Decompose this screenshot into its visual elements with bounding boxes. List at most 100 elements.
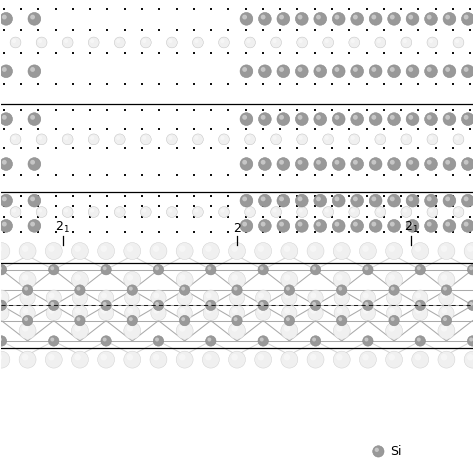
Circle shape — [349, 207, 360, 218]
Circle shape — [369, 12, 382, 25]
Circle shape — [427, 134, 438, 145]
Circle shape — [282, 290, 297, 305]
Circle shape — [30, 196, 35, 201]
Circle shape — [127, 354, 133, 360]
Circle shape — [255, 243, 272, 260]
Circle shape — [310, 308, 316, 314]
Circle shape — [443, 113, 456, 126]
Circle shape — [359, 351, 376, 368]
Circle shape — [23, 292, 28, 299]
Circle shape — [22, 315, 33, 326]
Circle shape — [0, 65, 12, 78]
Circle shape — [335, 222, 339, 227]
Circle shape — [176, 322, 193, 339]
Circle shape — [100, 246, 107, 252]
Circle shape — [240, 113, 253, 126]
Circle shape — [389, 285, 399, 295]
Circle shape — [462, 194, 474, 207]
Circle shape — [360, 305, 375, 320]
Circle shape — [180, 292, 185, 299]
Circle shape — [389, 354, 395, 360]
Circle shape — [168, 209, 173, 212]
Circle shape — [284, 315, 294, 326]
Circle shape — [271, 207, 282, 218]
Circle shape — [49, 292, 55, 299]
Circle shape — [386, 290, 401, 305]
Circle shape — [28, 65, 41, 78]
Circle shape — [336, 274, 343, 281]
Circle shape — [242, 222, 247, 227]
Circle shape — [353, 67, 358, 72]
Circle shape — [441, 308, 447, 314]
Circle shape — [150, 351, 167, 368]
Circle shape — [363, 336, 373, 346]
Circle shape — [261, 115, 265, 120]
Circle shape — [408, 67, 413, 72]
Circle shape — [401, 37, 412, 48]
Circle shape — [206, 336, 216, 346]
Circle shape — [258, 308, 264, 314]
Circle shape — [298, 222, 302, 227]
Circle shape — [372, 222, 376, 227]
Circle shape — [0, 12, 12, 25]
Circle shape — [445, 160, 450, 164]
Circle shape — [427, 115, 432, 120]
Circle shape — [205, 246, 212, 252]
Circle shape — [75, 308, 81, 314]
Circle shape — [28, 113, 41, 126]
Circle shape — [179, 325, 185, 332]
Circle shape — [246, 209, 251, 212]
Circle shape — [168, 39, 173, 43]
Circle shape — [333, 351, 350, 368]
Circle shape — [231, 274, 238, 281]
Circle shape — [242, 115, 247, 120]
Circle shape — [240, 194, 253, 207]
Circle shape — [351, 219, 364, 232]
Circle shape — [284, 274, 290, 281]
Circle shape — [181, 287, 185, 291]
Circle shape — [413, 305, 428, 320]
Circle shape — [127, 292, 133, 299]
Circle shape — [12, 39, 16, 43]
Circle shape — [258, 336, 268, 346]
Circle shape — [323, 37, 334, 48]
Circle shape — [316, 115, 321, 120]
Circle shape — [441, 292, 447, 299]
Circle shape — [351, 65, 364, 78]
Circle shape — [462, 219, 474, 232]
Circle shape — [19, 272, 36, 288]
Circle shape — [351, 113, 364, 126]
Circle shape — [415, 336, 426, 346]
Circle shape — [415, 246, 421, 252]
Circle shape — [415, 300, 426, 310]
Circle shape — [219, 134, 229, 145]
Circle shape — [140, 134, 151, 145]
Circle shape — [298, 115, 302, 120]
Circle shape — [336, 246, 343, 252]
Circle shape — [255, 351, 272, 368]
Circle shape — [323, 207, 334, 218]
Circle shape — [445, 196, 450, 201]
Circle shape — [351, 158, 364, 170]
Circle shape — [151, 290, 166, 305]
Circle shape — [406, 194, 419, 207]
Circle shape — [386, 305, 401, 320]
Circle shape — [48, 264, 59, 275]
Circle shape — [151, 305, 166, 320]
Circle shape — [413, 290, 428, 305]
Circle shape — [412, 243, 429, 260]
Circle shape — [234, 287, 237, 291]
Circle shape — [281, 272, 298, 288]
Circle shape — [464, 222, 468, 227]
Circle shape — [325, 209, 329, 212]
Circle shape — [228, 243, 246, 260]
Circle shape — [28, 219, 41, 232]
Circle shape — [154, 292, 159, 299]
Circle shape — [453, 207, 464, 218]
Circle shape — [273, 209, 277, 212]
Circle shape — [75, 315, 85, 326]
Circle shape — [469, 337, 473, 341]
Circle shape — [246, 136, 251, 140]
Circle shape — [30, 160, 35, 164]
Circle shape — [415, 292, 421, 299]
